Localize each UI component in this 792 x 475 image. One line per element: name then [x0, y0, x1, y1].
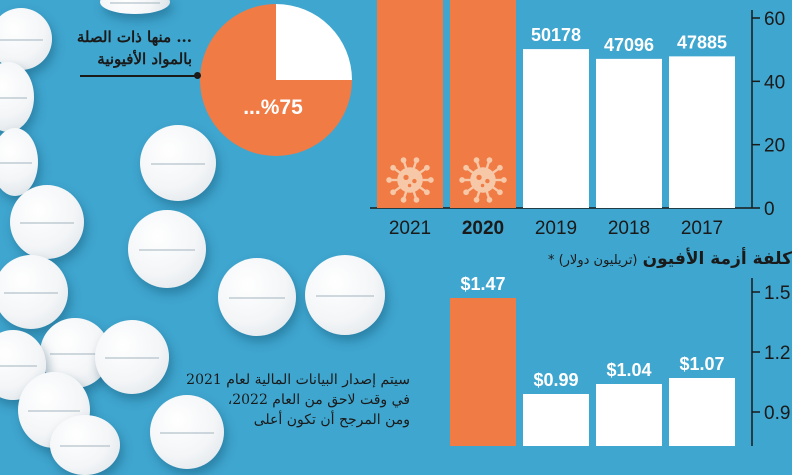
pill-image	[50, 415, 120, 475]
y-tick-label: 0.9	[764, 403, 790, 424]
y-tick-label: 1.2	[764, 343, 790, 364]
pill-image	[95, 320, 169, 394]
pie-remainder-slice	[276, 4, 352, 80]
y-tick-label: 1.5	[764, 283, 790, 304]
pill-image	[305, 255, 385, 335]
bar-2018	[596, 384, 662, 446]
footnote-line3: ومن المرجح أن تكون أعلى	[253, 412, 410, 428]
cost-bar-chart: 0.9 1.2 1.5 $1.07 $1.04 $0.99 $1.47	[450, 274, 790, 446]
bar-data-label: $0.99	[533, 370, 578, 390]
deaths-bar-chart: 0 20 40 60 47885 2017 47096 2018 50178 2019 2020 20…	[370, 0, 785, 239]
share-pie-chart	[200, 4, 352, 156]
bar-2018	[596, 58, 662, 208]
bar-data-label: 47096	[604, 35, 654, 55]
bar-data-label: 50178	[531, 25, 581, 45]
x-tick-label: 2020	[462, 218, 504, 239]
pill-image	[100, 0, 170, 14]
footnote-line2: في وقت لاحق من العام 2022،	[227, 392, 410, 408]
pill-image	[10, 185, 84, 259]
pie-share-slice	[200, 4, 352, 156]
pie-note-line2: بالمواد الأفيونية	[97, 50, 192, 68]
x-tick-label: 2017	[681, 218, 723, 239]
pie-note-leader-dot	[194, 72, 201, 79]
y-tick-label: 60	[764, 9, 785, 30]
pill-image	[128, 210, 206, 288]
cost-chart-title-main: كلفة أزمة الأفيون	[642, 249, 792, 269]
pie-percent-label: ...%75	[243, 96, 303, 119]
bar-2017	[669, 378, 735, 446]
cost-chart-title-sub: (تريليون دولار) *	[547, 253, 638, 268]
y-tick-label: 20	[764, 136, 785, 157]
footnote-line1: سيتم إصدار البيانات المالية لعام 2021	[186, 372, 410, 388]
x-tick-label: 2019	[535, 218, 577, 239]
bar-data-label: $1.47	[460, 274, 505, 294]
pill-image	[0, 8, 52, 70]
pie-note-line1: ... منها ذات الصلة	[76, 28, 192, 46]
bar-2019	[523, 49, 589, 209]
pill-image	[0, 128, 38, 196]
x-tick-label: 2018	[608, 218, 650, 239]
pill-image	[0, 255, 68, 329]
bar-data-label: $1.04	[606, 360, 651, 380]
bar-2020	[450, 298, 516, 446]
virus-icon	[386, 157, 434, 203]
bar-data-label: $1.07	[679, 354, 724, 374]
bar-2019	[523, 394, 589, 446]
bar-2017	[669, 56, 735, 208]
y-tick-label: 40	[764, 72, 785, 93]
virus-icon	[459, 157, 507, 203]
pill-image	[218, 258, 296, 336]
pill-image	[140, 125, 216, 201]
bar-data-label: 47885	[677, 32, 727, 52]
cost-chart-title: كلفة أزمة الأفيون (تريليون دولار) *	[420, 249, 792, 269]
pie-note-leader-line	[80, 75, 198, 77]
x-tick-label: 2021	[389, 218, 431, 239]
y-tick-label: 0	[764, 199, 775, 220]
